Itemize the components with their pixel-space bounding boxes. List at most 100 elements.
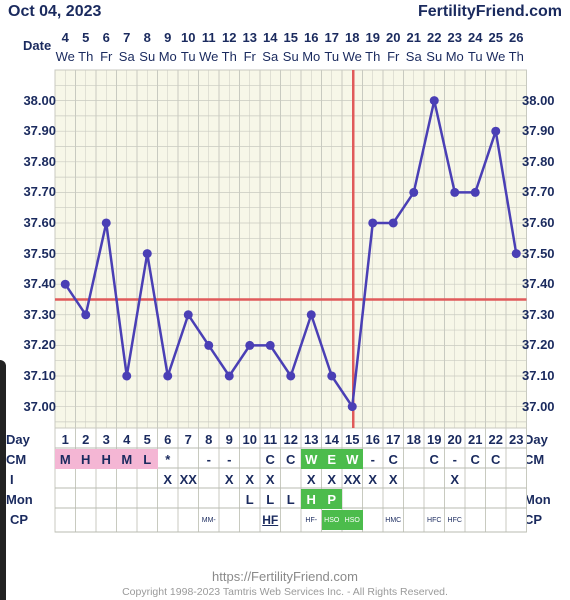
day-cell: 8 <box>205 431 213 447</box>
cp-cell <box>117 510 138 530</box>
day-cell: 21 <box>468 431 483 447</box>
cm-cell: L <box>137 449 158 469</box>
cm-cell <box>506 449 527 469</box>
cp-cell: HSO <box>321 510 342 530</box>
cm-cell: C <box>429 451 439 467</box>
intercourse-cell <box>424 469 445 489</box>
day-cell: 14 <box>324 431 339 447</box>
day-cell: 22 <box>488 431 503 447</box>
temperature-point <box>491 126 501 136</box>
y-tick-label-right: 37.30 <box>522 306 555 322</box>
date-tick: 18 <box>345 30 360 45</box>
monitor-cell <box>465 489 486 509</box>
day-cell: 20 <box>447 431 462 447</box>
weekday-tick: Sa <box>405 49 422 64</box>
date-tick: 15 <box>283 30 298 45</box>
day-cell: 5 <box>143 431 151 447</box>
intercourse-cell: X <box>450 471 460 487</box>
y-tick-label-right: 37.70 <box>522 184 555 200</box>
weekday-tick: Sa <box>118 49 135 64</box>
y-tick-label-left: 37.40 <box>23 276 56 292</box>
cp-cell <box>76 510 97 530</box>
cm-cell: C <box>265 451 275 467</box>
date-tick: 9 <box>164 30 172 45</box>
day-cell: 12 <box>283 431 298 447</box>
temperature-point <box>122 371 132 381</box>
cp-cell: HFC <box>427 516 442 524</box>
mon-row-label: Mon <box>6 492 33 507</box>
cp-cell <box>178 510 199 530</box>
temperature-point <box>245 340 255 350</box>
intercourse-cell: X <box>265 471 275 487</box>
cp-cell: HF- <box>305 516 318 524</box>
monitor-cell <box>55 489 76 509</box>
brand-name: FertilityFriend.com <box>417 3 562 20</box>
weekday-tick: Th <box>508 49 524 64</box>
cm-cell: C <box>388 451 398 467</box>
cp-cell <box>363 510 384 530</box>
plot-background <box>54 69 527 429</box>
temperature-point <box>368 218 378 228</box>
monitor-cell <box>178 489 199 509</box>
y-tick-label-right: 37.00 <box>522 398 555 414</box>
y-tick-label-left: 37.00 <box>23 398 56 414</box>
weekday-tick: Fr <box>100 49 113 64</box>
weekday-tick: Mo <box>302 49 321 64</box>
cm-cell <box>178 449 199 469</box>
y-tick-label-left: 37.90 <box>23 123 56 139</box>
weekday-tick: Fr <box>243 49 256 64</box>
cp-cell <box>281 510 302 530</box>
cm-cell: H <box>75 449 96 469</box>
day-cell: 3 <box>102 431 110 447</box>
temperature-point <box>450 187 460 197</box>
cp-cell <box>158 510 179 530</box>
weekday-tick: Su <box>282 49 299 64</box>
date-tick: 8 <box>143 30 151 45</box>
y-tick-label-right: 37.80 <box>522 153 555 169</box>
temperature-point <box>265 340 275 350</box>
cm-cell: W <box>301 449 322 469</box>
day-cell: 15 <box>345 431 360 447</box>
cm-row-label: CM <box>6 452 27 467</box>
cp-cell <box>465 510 486 530</box>
cp-cell: HFC <box>447 516 462 524</box>
weekday-tick: Mo <box>445 49 464 64</box>
y-tick-label-right: 37.10 <box>522 367 555 383</box>
monitor-cell: L <box>245 491 254 507</box>
temperature-point <box>60 279 70 289</box>
intercourse-cell <box>76 469 97 489</box>
temperature-point <box>429 96 439 106</box>
monitor-cell <box>96 489 117 509</box>
cp-cell <box>506 510 527 530</box>
cm-cell: - <box>370 451 375 467</box>
y-tick-label-left: 37.60 <box>23 214 56 230</box>
cp-row-label-right: CP <box>524 512 543 527</box>
cm-cell: C <box>286 451 296 467</box>
i-row-label: I <box>10 472 14 487</box>
footer-url[interactable]: https://FertilityFriend.com <box>212 569 358 584</box>
monitor-cell <box>445 489 466 509</box>
day-cell: 10 <box>242 431 257 447</box>
intercourse-cell <box>117 469 138 489</box>
weekday-tick: Th <box>365 49 381 64</box>
intercourse-cell <box>465 469 486 489</box>
cm-cell: E <box>321 449 342 469</box>
weekday-tick: Th <box>221 49 237 64</box>
temperature-point <box>81 310 91 320</box>
temperature-point <box>286 371 296 381</box>
weekday-tick: Tu <box>324 49 340 64</box>
window-edge <box>0 360 6 600</box>
date-tick: 5 <box>82 30 90 45</box>
temperature-point <box>409 187 419 197</box>
intercourse-cell <box>404 469 425 489</box>
day-cell: 13 <box>304 431 319 447</box>
day-cell: 19 <box>427 431 442 447</box>
weekday-tick: We <box>342 49 362 64</box>
temperature-point <box>204 340 214 350</box>
y-tick-label-right: 37.60 <box>522 214 555 230</box>
y-tick-label-left: 38.00 <box>23 92 56 108</box>
intercourse-cell <box>506 469 527 489</box>
weekday-tick: Th <box>78 49 94 64</box>
date-tick: 24 <box>468 30 483 45</box>
date-row-label: Date <box>23 38 52 53</box>
